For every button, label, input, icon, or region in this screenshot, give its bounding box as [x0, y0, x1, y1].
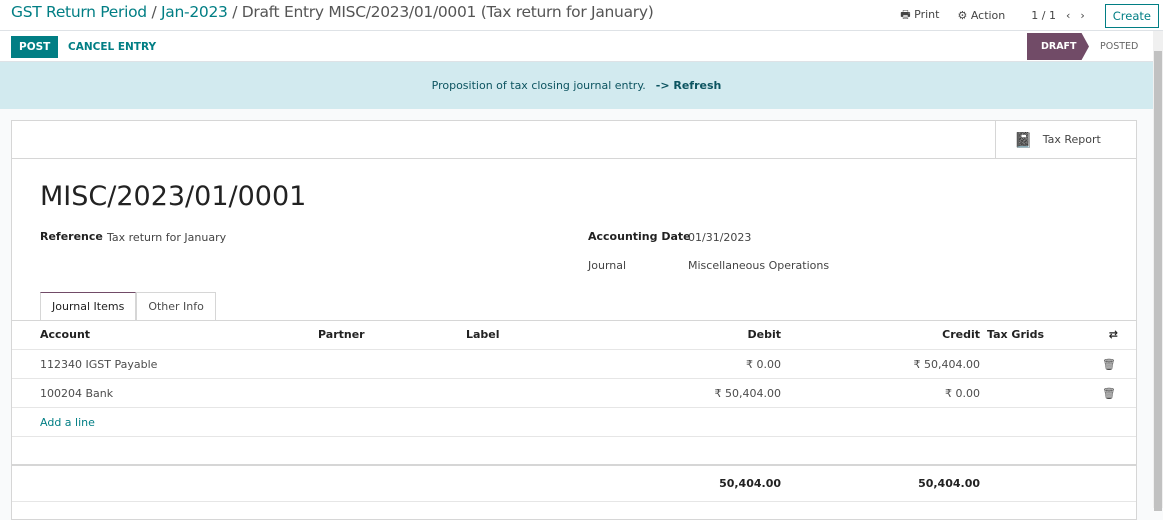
- entry-title: MISC/2023/01/0001: [40, 181, 307, 212]
- form-sheet: 📓 Tax Report MISC/2023/01/0001 Reference…: [11, 120, 1137, 520]
- action-button[interactable]: ⚙ Action: [957, 9, 1006, 22]
- credit-cell[interactable]: ₹ 50,404.00: [913, 358, 980, 371]
- account-cell[interactable]: 100204 Bank: [40, 387, 114, 400]
- chevron-right-icon[interactable]: ›: [1080, 9, 1085, 22]
- print-button[interactable]: 🖶 Print: [900, 8, 940, 21]
- create-button[interactable]: Create: [1104, 3, 1159, 28]
- trash-icon[interactable]: 🗑: [1102, 358, 1116, 371]
- status-draft[interactable]: DRAFT: [1027, 33, 1089, 60]
- account-cell[interactable]: 112340 IGST Payable: [40, 358, 158, 371]
- optional-columns-icon[interactable]: ⇄: [1108, 328, 1118, 341]
- totals-row: 50,404.00 50,404.00: [12, 466, 1136, 502]
- col-debit[interactable]: Debit: [747, 328, 782, 341]
- col-label[interactable]: Label: [466, 328, 500, 341]
- reference-field[interactable]: Tax return for January: [107, 231, 227, 244]
- breadcrumb-current: Draft Entry MISC/2023/01/0001 (Tax retur…: [241, 3, 654, 21]
- breadcrumb-jan-2023[interactable]: Jan-2023: [161, 3, 228, 21]
- debit-cell[interactable]: ₹ 50,404.00: [714, 387, 781, 400]
- cancel-entry-button[interactable]: CANCEL ENTRY: [68, 41, 157, 53]
- accounting-date-field[interactable]: 01/31/2023: [688, 231, 752, 244]
- trash-icon[interactable]: 🗑: [1102, 387, 1116, 400]
- col-partner[interactable]: Partner: [318, 328, 365, 341]
- breadcrumb-gst-return-period[interactable]: GST Return Period: [11, 3, 147, 21]
- scrollbar-thumb[interactable]: [1154, 51, 1162, 511]
- journal-field[interactable]: Miscellaneous Operations: [688, 259, 830, 272]
- pager-value[interactable]: 1 / 1: [1031, 9, 1056, 22]
- chevron-left-icon[interactable]: ‹: [1065, 9, 1071, 22]
- accounting-date-label: Accounting Date: [588, 230, 691, 243]
- empty-row: [12, 437, 1136, 466]
- col-account[interactable]: Account: [40, 328, 91, 341]
- alert-text: Proposition of tax closing journal entry…: [431, 79, 646, 92]
- journal-label: Journal: [588, 259, 627, 272]
- breadcrumb: GST Return Period / Jan-2023 / Draft Ent…: [11, 3, 654, 21]
- button-box: 📓 Tax Report: [12, 121, 1136, 159]
- table-row[interactable]: 100204 Bank ₹ 50,404.00 ₹ 0.00 🗑: [12, 379, 1136, 408]
- add-line-row: Add a line: [12, 408, 1136, 437]
- credit-cell[interactable]: ₹ 0.00: [945, 387, 980, 400]
- total-debit: 50,404.00: [719, 477, 781, 490]
- col-credit[interactable]: Credit: [942, 328, 980, 341]
- journal-items-table: Account Partner Label Debit Credit Tax G…: [12, 320, 1136, 502]
- debit-cell[interactable]: ₹ 0.00: [746, 358, 781, 371]
- tab-other-info[interactable]: Other Info: [136, 292, 216, 321]
- control-panel: GST Return Period / Jan-2023 / Draft Ent…: [0, 0, 1163, 31]
- add-line-link[interactable]: Add a line: [40, 416, 95, 429]
- table-header: Account Partner Label Debit Credit Tax G…: [12, 321, 1136, 350]
- col-tax-grids[interactable]: Tax Grids: [987, 328, 1045, 341]
- refresh-link[interactable]: -> Refresh: [655, 79, 722, 92]
- tab-journal-items[interactable]: Journal Items: [40, 292, 137, 321]
- gear-icon: ⚙: [957, 9, 968, 22]
- book-icon: 📓: [1014, 130, 1033, 149]
- status-posted[interactable]: POSTED: [1100, 41, 1139, 52]
- post-button[interactable]: POST: [11, 36, 59, 58]
- scrollbar[interactable]: [1153, 31, 1163, 511]
- info-alert: Proposition of tax closing journal entry…: [0, 62, 1153, 109]
- total-credit: 50,404.00: [918, 477, 980, 490]
- printer-icon: 🖶: [900, 8, 911, 21]
- table-row[interactable]: 112340 IGST Payable ₹ 0.00 ₹ 50,404.00 🗑: [12, 350, 1136, 379]
- statusbar: POST CANCEL ENTRY DRAFT POSTED: [0, 31, 1153, 62]
- tax-report-button[interactable]: 📓 Tax Report: [995, 121, 1136, 158]
- reference-label: Reference: [40, 230, 103, 243]
